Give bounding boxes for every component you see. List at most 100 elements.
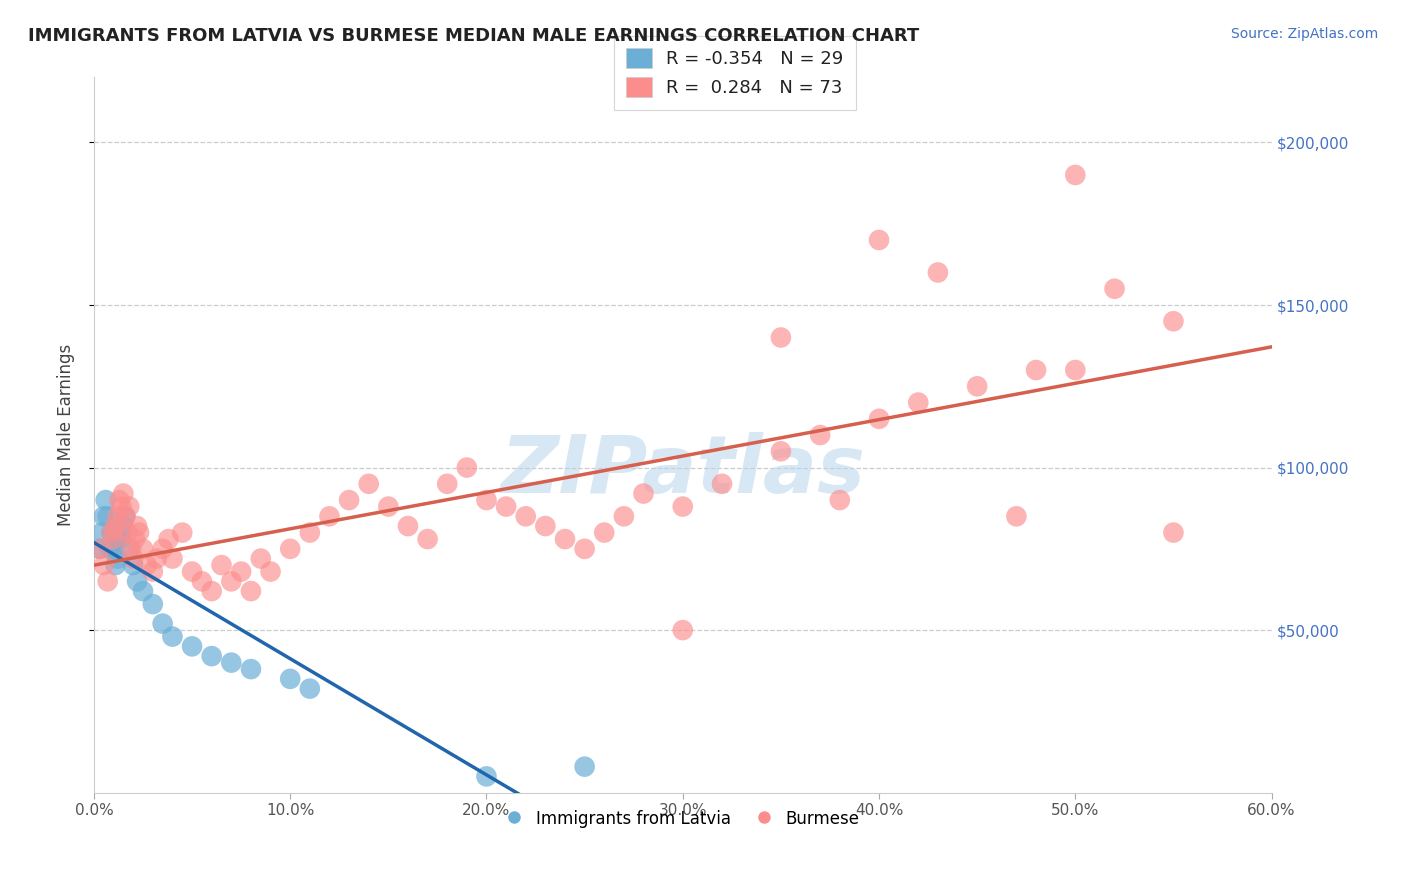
Point (1005, 509, 1028, 524)
Point (145, 551, 167, 566)
Point (117, 525, 139, 540)
Point (120, 541, 142, 556)
Point (100, 525, 122, 540)
Point (456, 460, 478, 475)
Point (114, 509, 136, 524)
Point (672, 623, 695, 637)
Point (475, 493, 498, 508)
Point (278, 541, 301, 556)
Point (574, 541, 596, 556)
Point (239, 584, 262, 599)
Point (554, 532, 576, 546)
Point (907, 395, 929, 409)
Point (122, 551, 145, 566)
Point (127, 574, 149, 589)
Point (318, 509, 340, 524)
Point (231, 565, 253, 579)
Point (90, 525, 112, 540)
Point (103, 541, 125, 556)
Point (633, 486, 655, 500)
Point (1163, 525, 1185, 540)
Point (98, 541, 121, 556)
Point (89, 541, 111, 556)
Point (808, 428, 831, 442)
Point (152, 541, 174, 556)
Point (436, 476, 458, 491)
Point (211, 558, 233, 573)
Point (259, 565, 281, 579)
Point (828, 493, 851, 508)
Point (97, 574, 120, 589)
Point (221, 656, 243, 670)
Point (122, 558, 145, 573)
Point (118, 541, 141, 556)
Point (221, 574, 243, 589)
Point (104, 558, 127, 573)
Point (1104, 282, 1126, 296)
Point (475, 769, 498, 783)
Point (124, 532, 146, 546)
Point (278, 672, 301, 686)
Point (769, 330, 792, 344)
Point (357, 476, 380, 491)
Point (1025, 363, 1047, 377)
Point (515, 509, 537, 524)
Point (104, 519, 127, 533)
Point (574, 759, 596, 773)
Point (108, 493, 131, 508)
Point (298, 681, 321, 696)
Point (1064, 363, 1087, 377)
Point (94, 493, 117, 508)
Point (93, 509, 115, 524)
Point (1064, 168, 1087, 182)
Point (239, 662, 262, 676)
Point (97, 509, 120, 524)
Point (495, 500, 517, 514)
Point (613, 509, 636, 524)
Point (711, 476, 734, 491)
Point (132, 584, 155, 599)
Point (108, 532, 131, 546)
Point (172, 525, 194, 540)
Point (118, 500, 141, 514)
Legend: Immigrants from Latvia, Burmese: Immigrants from Latvia, Burmese (499, 803, 866, 834)
Point (110, 525, 132, 540)
Point (769, 444, 792, 458)
Point (181, 565, 204, 579)
Point (249, 551, 271, 566)
Point (868, 411, 890, 425)
Text: IMMIGRANTS FROM LATVIA VS BURMESE MEDIAN MALE EARNINGS CORRELATION CHART: IMMIGRANTS FROM LATVIA VS BURMESE MEDIAN… (28, 27, 920, 45)
Point (142, 597, 165, 611)
Point (157, 532, 180, 546)
Point (377, 500, 399, 514)
Point (93, 558, 115, 573)
Point (107, 509, 129, 524)
Point (966, 379, 988, 393)
Point (1163, 314, 1185, 328)
Point (416, 532, 439, 546)
Point (132, 541, 155, 556)
Point (110, 500, 132, 514)
Point (201, 649, 224, 664)
Point (112, 519, 135, 533)
Point (128, 525, 150, 540)
Point (127, 519, 149, 533)
Point (181, 640, 204, 654)
Point (337, 493, 360, 508)
Point (103, 532, 125, 546)
Point (100, 525, 122, 540)
Point (298, 525, 321, 540)
Point (672, 500, 695, 514)
Point (396, 519, 419, 533)
Point (191, 574, 214, 589)
Point (162, 630, 184, 644)
Point (112, 486, 135, 500)
Point (868, 233, 890, 247)
Point (201, 584, 224, 599)
Point (107, 551, 129, 566)
Point (89, 541, 111, 556)
Point (593, 525, 616, 540)
Point (927, 265, 949, 279)
Point (142, 565, 165, 579)
Point (135, 558, 157, 573)
